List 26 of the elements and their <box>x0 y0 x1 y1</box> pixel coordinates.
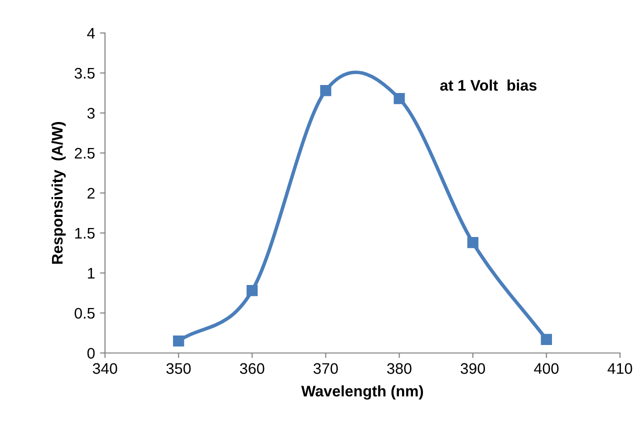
x-tick-label: 370 <box>314 363 338 374</box>
y-tick-label: 0 <box>87 348 95 359</box>
x-tick-label: 360 <box>240 363 264 374</box>
point <box>394 93 405 104</box>
y-tick-label: 3.5 <box>74 68 95 79</box>
x-tick-label: 380 <box>387 363 412 374</box>
y-tick-label: 3 <box>87 108 95 119</box>
y-tick-label: 1 <box>88 268 95 279</box>
point <box>320 85 332 96</box>
point <box>173 335 184 347</box>
x-tick-label: 400 <box>534 363 559 374</box>
y-tick-label: 1.5 <box>75 228 95 239</box>
y-tick-label: 2 <box>88 188 95 199</box>
x-tick-label: 340 <box>92 363 118 374</box>
x-tick-label: 350 <box>166 363 191 374</box>
x-axis-title: Wavelength (nm) <box>301 385 423 400</box>
point <box>246 285 258 296</box>
y-tick-label: 0.5 <box>74 308 95 319</box>
y-tick-label: 4 <box>87 28 95 39</box>
y-axis-title: Responsivity (A/W) <box>51 122 66 264</box>
point <box>540 334 552 345</box>
point <box>467 237 478 248</box>
x-tick-label: 410 <box>608 363 632 374</box>
y-tick-label: 2.5 <box>74 148 95 159</box>
x-tick-label: 390 <box>460 363 486 374</box>
annotation: at 1 Volt bias <box>440 80 536 91</box>
